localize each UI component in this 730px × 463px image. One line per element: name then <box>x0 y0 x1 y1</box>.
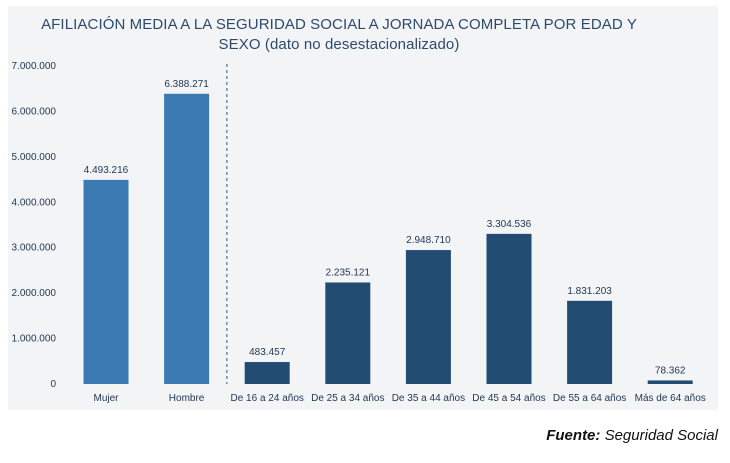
data-label: 2.235.121 <box>326 267 371 278</box>
x-category-label: Mujer <box>93 393 119 404</box>
bar-8 <box>647 380 693 384</box>
y-tick-label: 3.000.000 <box>12 243 57 254</box>
y-tick-label: 2.000.000 <box>12 288 57 299</box>
source-text: Seguridad Social <box>604 427 718 444</box>
bar-chart: 0 1.000.000 2.000.000 3.000.000 4.000.000 5.0… <box>12 61 706 404</box>
data-label: 78.362 <box>655 365 686 376</box>
bar-7 <box>567 300 613 384</box>
data-label: 483.457 <box>249 347 286 358</box>
x-category-label: De 16 a 24 años <box>231 393 304 404</box>
y-tick-label: 0 <box>50 379 56 390</box>
source-note: Fuente: Seguridad Social <box>546 427 718 444</box>
chart-title-line-1: AFILIACIÓN MEDIA A LA SEGURIDAD SOCIAL A… <box>41 16 637 33</box>
data-label: 4.493.216 <box>84 165 129 176</box>
y-tick-label: 1.000.000 <box>12 334 57 345</box>
bar-6 <box>486 233 532 384</box>
y-tick-label: 4.000.000 <box>12 197 57 208</box>
data-label: 2.948.710 <box>406 235 451 246</box>
bar-3 <box>244 362 290 384</box>
bar-4 <box>325 282 371 384</box>
y-tick-label: 6.000.000 <box>12 106 57 117</box>
data-label: 6.388.271 <box>164 79 209 90</box>
bar-2 <box>164 93 210 384</box>
data-label: 3.304.536 <box>487 219 532 230</box>
bar-1 <box>83 179 129 384</box>
x-category-label: De 45 a 54 años <box>472 393 545 404</box>
chart-panel: AFILIACIÓN MEDIA A LA SEGURIDAD SOCIAL A… <box>8 6 718 410</box>
x-category-label: De 35 a 44 años <box>392 393 465 404</box>
x-category-label: Hombre <box>169 393 205 404</box>
y-tick-label: 7.000.000 <box>12 61 57 72</box>
x-category-label: De 25 a 34 años <box>311 393 384 404</box>
data-label: 1.831.203 <box>567 286 612 297</box>
x-category-label: De 55 a 64 años <box>553 393 626 404</box>
source-label: Fuente: <box>546 427 601 444</box>
bar-5 <box>405 250 451 384</box>
y-tick-label: 5.000.000 <box>12 152 57 163</box>
x-category-label: Más de 64 años <box>635 393 706 404</box>
chart-title-line-2: SEXO (dato no desestacionalizado) <box>218 36 460 53</box>
